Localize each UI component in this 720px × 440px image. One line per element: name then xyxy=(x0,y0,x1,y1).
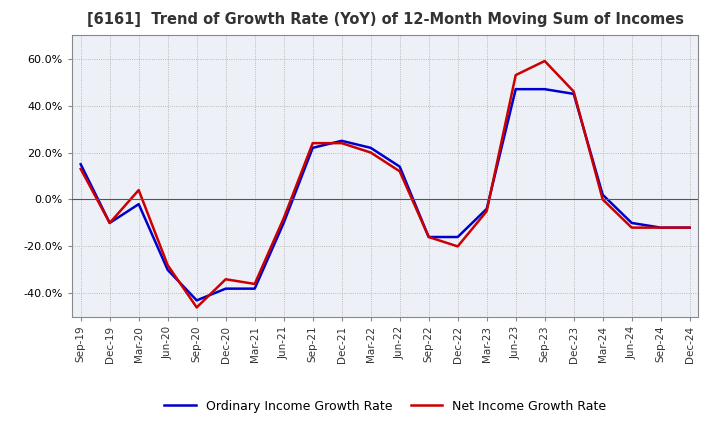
Net Income Growth Rate xyxy=(163,263,172,268)
Net Income Growth Rate xyxy=(598,197,607,202)
Ordinary Income Growth Rate xyxy=(511,87,520,92)
Ordinary Income Growth Rate xyxy=(541,87,549,92)
Ordinary Income Growth Rate xyxy=(627,220,636,226)
Ordinary Income Growth Rate xyxy=(657,225,665,230)
Net Income Growth Rate xyxy=(627,225,636,230)
Ordinary Income Growth Rate xyxy=(192,298,201,303)
Net Income Growth Rate xyxy=(308,140,317,146)
Net Income Growth Rate xyxy=(541,59,549,64)
Net Income Growth Rate xyxy=(482,209,491,214)
Title: [6161]  Trend of Growth Rate (YoY) of 12-Month Moving Sum of Incomes: [6161] Trend of Growth Rate (YoY) of 12-… xyxy=(86,12,684,27)
Legend: Ordinary Income Growth Rate, Net Income Growth Rate: Ordinary Income Growth Rate, Net Income … xyxy=(159,395,611,418)
Net Income Growth Rate xyxy=(366,150,375,155)
Ordinary Income Growth Rate xyxy=(135,202,143,207)
Net Income Growth Rate xyxy=(338,140,346,146)
Ordinary Income Growth Rate xyxy=(570,91,578,96)
Ordinary Income Growth Rate xyxy=(424,235,433,240)
Net Income Growth Rate xyxy=(570,89,578,94)
Net Income Growth Rate xyxy=(251,281,259,286)
Line: Ordinary Income Growth Rate: Ordinary Income Growth Rate xyxy=(81,89,690,301)
Ordinary Income Growth Rate xyxy=(366,145,375,150)
Net Income Growth Rate xyxy=(424,235,433,240)
Net Income Growth Rate xyxy=(657,225,665,230)
Net Income Growth Rate xyxy=(76,166,85,172)
Ordinary Income Growth Rate xyxy=(338,138,346,143)
Ordinary Income Growth Rate xyxy=(251,286,259,291)
Ordinary Income Growth Rate xyxy=(308,145,317,150)
Ordinary Income Growth Rate xyxy=(598,192,607,198)
Ordinary Income Growth Rate xyxy=(105,220,114,226)
Line: Net Income Growth Rate: Net Income Growth Rate xyxy=(81,61,690,308)
Net Income Growth Rate xyxy=(511,73,520,78)
Net Income Growth Rate xyxy=(454,244,462,249)
Ordinary Income Growth Rate xyxy=(279,220,288,226)
Net Income Growth Rate xyxy=(192,305,201,310)
Ordinary Income Growth Rate xyxy=(76,161,85,167)
Net Income Growth Rate xyxy=(105,220,114,226)
Net Income Growth Rate xyxy=(685,225,694,230)
Net Income Growth Rate xyxy=(279,216,288,221)
Ordinary Income Growth Rate xyxy=(454,235,462,240)
Ordinary Income Growth Rate xyxy=(395,164,404,169)
Ordinary Income Growth Rate xyxy=(685,225,694,230)
Ordinary Income Growth Rate xyxy=(221,286,230,291)
Net Income Growth Rate xyxy=(221,277,230,282)
Ordinary Income Growth Rate xyxy=(163,267,172,272)
Ordinary Income Growth Rate xyxy=(482,206,491,212)
Net Income Growth Rate xyxy=(135,187,143,193)
Net Income Growth Rate xyxy=(395,169,404,174)
